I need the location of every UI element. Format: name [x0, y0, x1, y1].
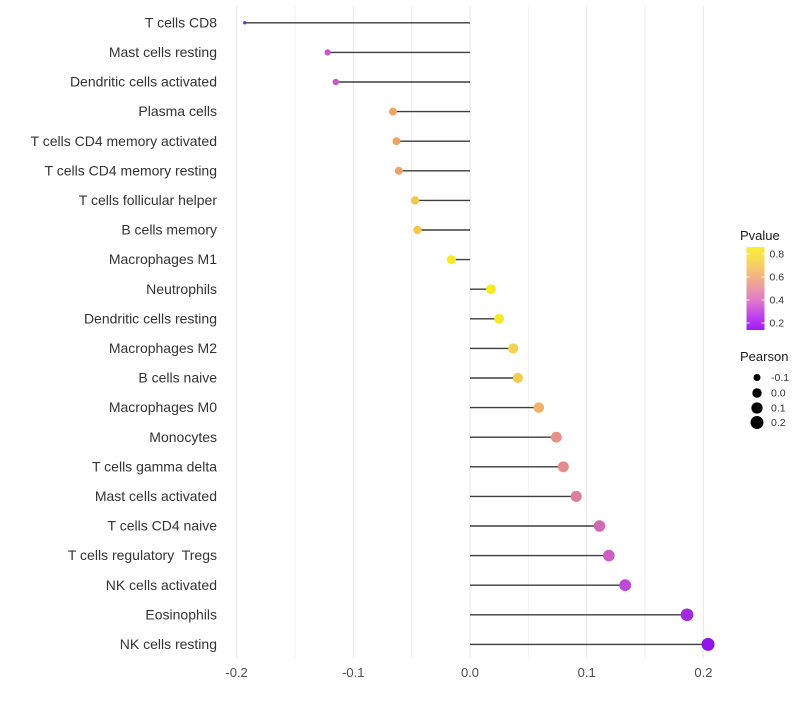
pvalue-tick-label: 0.8 [770, 249, 785, 261]
x-axis-tick-label: -0.2 [225, 665, 247, 680]
pearson-size-dot [753, 374, 761, 381]
data-point [410, 196, 420, 205]
y-axis-label: Neutrophils [146, 281, 217, 297]
data-point [389, 107, 397, 116]
x-axis-tick-label: 0.1 [578, 665, 596, 680]
data-point [494, 313, 505, 324]
pearson-legend-title: Pearson [740, 349, 788, 364]
y-axis-label: T cells CD4 memory resting [45, 162, 217, 178]
data-point [243, 21, 247, 25]
data-point [324, 49, 331, 56]
y-axis-label: Plasma cells [138, 103, 217, 119]
pearson-size-label: 0.2 [771, 417, 786, 429]
data-point [603, 549, 615, 562]
y-axis-label: T cells regulatory Tregs [68, 547, 217, 563]
pvalue-tick-label: 0.6 [770, 272, 785, 284]
x-axis-tick-label: -0.1 [342, 665, 364, 680]
data-point [701, 637, 715, 651]
data-point [508, 343, 519, 354]
data-point [619, 579, 632, 592]
y-axis-label: T cells CD4 naive [108, 518, 218, 534]
pearson-size-label: 0.0 [771, 388, 786, 400]
x-axis-tick-label: 0.0 [461, 665, 479, 680]
data-point [557, 461, 569, 473]
pearson-size-dot [750, 416, 764, 429]
y-axis-label: Macrophages M0 [109, 399, 217, 415]
y-axis-label: T cells follicular helper [79, 192, 218, 208]
y-axis-label: Macrophages M1 [109, 251, 217, 267]
data-point [550, 431, 562, 443]
data-point [680, 608, 694, 622]
pearson-size-dot [752, 388, 762, 398]
y-axis-label: B cells memory [121, 222, 217, 238]
y-axis-label: T cells CD8 [145, 14, 217, 30]
pvalue-tick-label: 0.2 [770, 317, 785, 329]
data-point [332, 78, 340, 86]
y-axis-label: Dendritic cells resting [84, 310, 217, 326]
y-axis-label: NK cells activated [106, 577, 217, 593]
data-point [394, 166, 403, 175]
y-axis-label: B cells naive [138, 370, 217, 386]
data-point [593, 520, 606, 532]
data-point [512, 372, 523, 384]
y-axis-label: Mast cells activated [95, 488, 217, 504]
data-point [570, 490, 582, 502]
y-axis-label: Eosinophils [145, 606, 217, 622]
data-point [446, 255, 456, 265]
x-axis-tick-label: 0.2 [694, 665, 712, 680]
y-axis-label: T cells gamma delta [92, 458, 217, 474]
y-axis-label: T cells CD4 memory activated [31, 133, 217, 149]
pearson-size-dot [751, 402, 763, 414]
data-point [392, 137, 401, 146]
pearson-size-label: 0.1 [771, 403, 786, 415]
y-axis-label: Dendritic cells activated [70, 74, 217, 90]
data-point [533, 402, 545, 413]
pvalue-legend-title: Pvalue [740, 228, 780, 243]
pearson-size-label: -0.1 [771, 372, 789, 384]
data-point [486, 284, 496, 295]
pvalue-tick-label: 0.4 [770, 294, 785, 306]
pvalue-colorbar [746, 247, 765, 330]
y-axis-label: NK cells resting [120, 636, 217, 652]
y-axis-label: Monocytes [149, 429, 217, 445]
data-point [413, 225, 422, 235]
y-axis-label: Macrophages M2 [109, 340, 217, 356]
y-axis-label: Mast cells resting [109, 44, 217, 60]
